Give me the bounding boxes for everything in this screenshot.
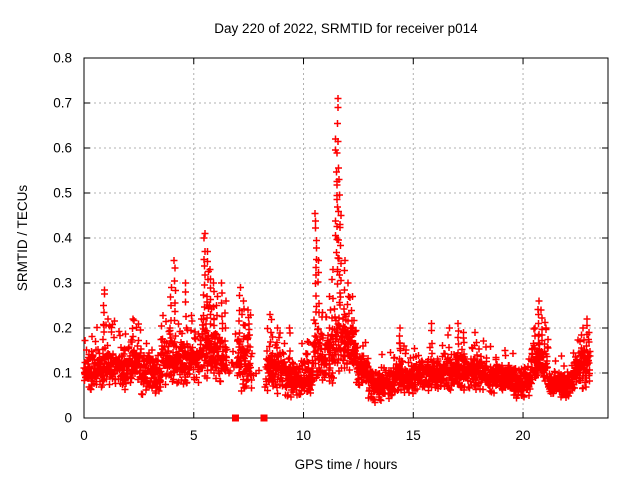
y-tick-label-0.4: 0.4 — [53, 231, 72, 246]
axis-gap-marker — [231, 414, 239, 422]
y-tick-label-0.2: 0.2 — [53, 321, 72, 336]
y-tick-label-0.3: 0.3 — [53, 276, 72, 291]
x-tick-label-5: 5 — [190, 428, 198, 443]
x-tick-label-10: 10 — [296, 428, 311, 443]
x-tick-label-20: 20 — [516, 428, 531, 443]
y-tick-label-0.6: 0.6 — [53, 141, 72, 156]
gap-marker-squares — [231, 414, 268, 422]
srmtid-series-points — [80, 95, 594, 406]
y-axis-label: SRMTID / TECUs — [15, 185, 30, 292]
y-tick-label-0.8: 0.8 — [53, 51, 72, 66]
data-points — [80, 95, 594, 406]
x-tick-label-0: 0 — [80, 428, 88, 443]
axis-gap-marker — [260, 414, 268, 422]
y-tick-label-0.1: 0.1 — [53, 366, 72, 381]
y-tick-label-0.7: 0.7 — [53, 96, 72, 111]
chart-title: Day 220 of 2022, SRMTID for receiver p01… — [214, 21, 478, 36]
y-tick-label-0.5: 0.5 — [53, 186, 72, 201]
x-tick-label-15: 15 — [406, 428, 421, 443]
y-tick-label-0: 0 — [64, 411, 72, 426]
tick-labels: 0 5 10 15 20 0 0.1 0.2 0.3 0.4 0.5 0.6 0.7 0.8 — [53, 51, 530, 444]
x-axis-label: GPS time / hours — [295, 457, 398, 472]
axis-ticks — [83, 57, 608, 419]
